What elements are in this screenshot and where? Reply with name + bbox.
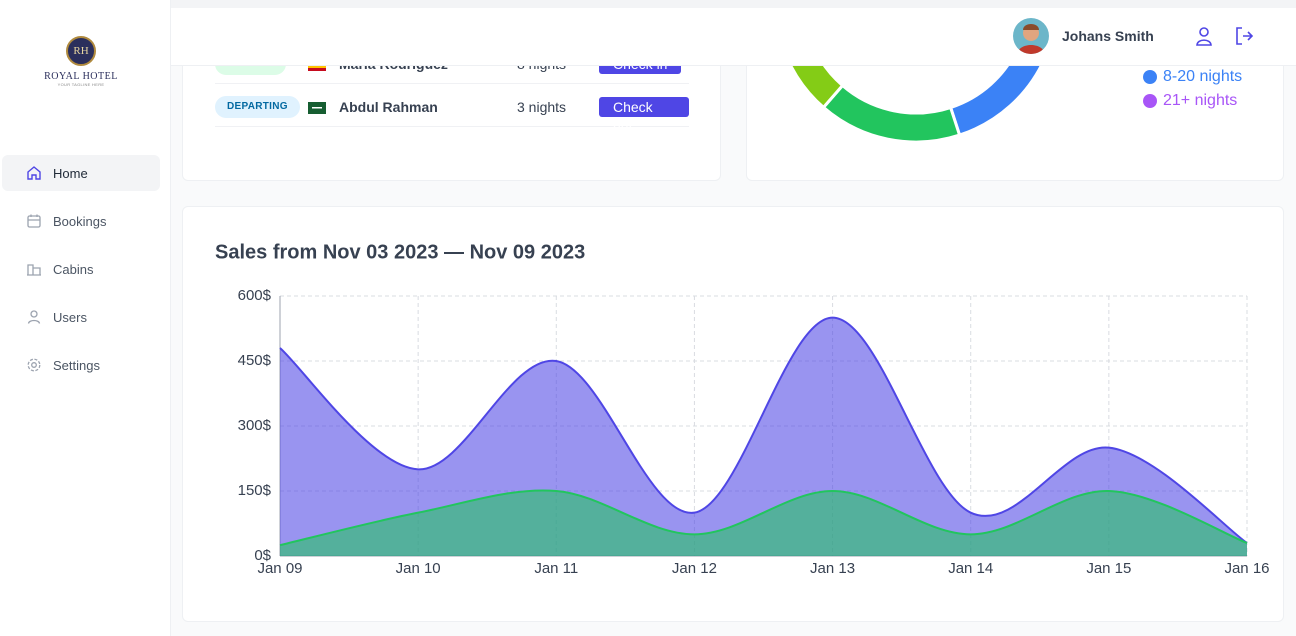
chart-title: Sales from Nov 03 2023 — Nov 09 2023 (215, 241, 585, 263)
user-icon (27, 310, 41, 324)
logo[interactable]: RH ROYAL HOTEL YOUR TAGLINE HERE (38, 30, 124, 100)
activity-row: DEPARTING Abdul Rahman 3 nights Check ou… (215, 86, 689, 135)
x-tick-label: Jan 13 (810, 560, 855, 577)
area-fill (280, 490, 1247, 556)
x-tick-label: Jan 14 (948, 560, 993, 577)
user-name: Johans Smith (1062, 28, 1154, 44)
x-tick-label: Jan 12 (672, 560, 717, 577)
x-tick-label: Jan 15 (1086, 560, 1131, 577)
home-icon (27, 166, 41, 180)
area-line (279, 316, 1248, 544)
y-tick-label: 600$ (238, 287, 272, 304)
nav-label: Cabins (53, 261, 94, 277)
logo-name: ROYAL HOTEL (44, 71, 118, 82)
nav-label: Users (53, 309, 87, 325)
donut-segment (821, 83, 962, 144)
y-tick-label: 0$ (254, 547, 271, 564)
header: Johans Smith (171, 8, 1296, 66)
legend-item: 8-20 nights (1143, 68, 1242, 86)
guest-name: Abdul Rahman (339, 99, 438, 115)
x-tick-label: Jan 16 (1224, 560, 1269, 577)
nav-label: Home (53, 165, 88, 181)
status-tag: DEPARTING (215, 96, 300, 118)
avatar[interactable] (1013, 18, 1049, 54)
legend-label: 8-20 nights (1163, 68, 1243, 85)
y-tick-label: 300$ (238, 417, 272, 434)
y-tick-label: 450$ (238, 352, 272, 369)
y-tick-label: 150$ (238, 482, 272, 499)
x-tick-label: Jan 11 (534, 560, 578, 577)
sales-chart: Sales from Nov 03 2023 — Nov 09 2023 0$ 1… (215, 241, 1270, 577)
sidebar: RH ROYAL HOTEL YOUR TAGLINE HERE Home Bo… (0, 0, 171, 636)
logo-initials: RH (66, 36, 96, 66)
cabin-icon (27, 264, 41, 276)
legend-swatch (1143, 70, 1157, 84)
nav-cabins[interactable]: Cabins (2, 251, 160, 287)
nights: 3 nights (517, 99, 567, 115)
legend-label: 21+ nights (1163, 92, 1238, 109)
nav-label: Settings (53, 357, 100, 373)
logo-tagline: YOUR TAGLINE HERE (57, 82, 105, 87)
avatar-image (1017, 24, 1045, 54)
top-strip (171, 0, 1296, 8)
nav-bookings[interactable]: Bookings (2, 203, 160, 239)
nav-settings[interactable]: Settings (2, 347, 160, 383)
nav-users[interactable]: Users (2, 299, 160, 335)
logout-button[interactable] (1233, 25, 1255, 47)
nav-label: Bookings (53, 213, 107, 229)
sales-card: Sales from Nov 03 2023 — Nov 09 2023 0$ 1… (182, 206, 1284, 622)
settings-icon (27, 358, 41, 372)
flag (308, 102, 326, 114)
nav: Home Bookings Cabins Users Settings (2, 155, 160, 395)
account-button[interactable] (1193, 25, 1215, 47)
area-line (279, 489, 1248, 547)
x-tick-label: Jan 09 (257, 560, 302, 577)
legend-swatch (1143, 94, 1157, 108)
calendar-icon (27, 214, 41, 228)
check-out-button[interactable]: Check out (599, 97, 689, 135)
legend-item: 21+ nights (1143, 92, 1237, 110)
x-tick-label: Jan 10 (396, 560, 441, 577)
nav-home[interactable]: Home (2, 155, 160, 191)
